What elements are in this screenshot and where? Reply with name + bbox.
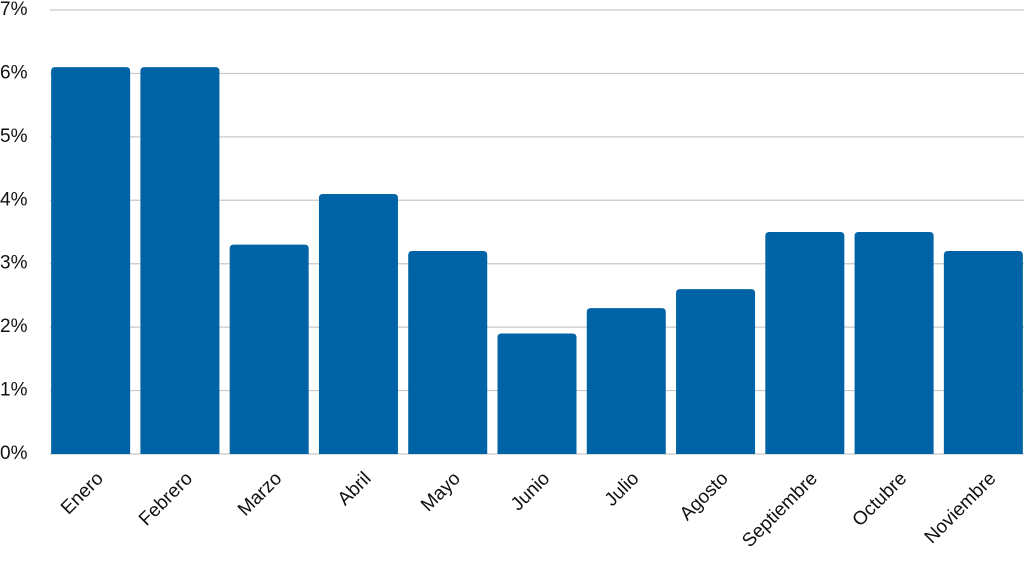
x-tick-label: Enero bbox=[57, 468, 108, 519]
x-tick-label: Octubre bbox=[849, 468, 912, 531]
bar bbox=[497, 333, 577, 454]
bar bbox=[140, 67, 220, 454]
y-tick-label: 6% bbox=[0, 62, 28, 83]
bar bbox=[318, 193, 398, 454]
bar bbox=[586, 308, 666, 454]
y-tick-label: 3% bbox=[0, 253, 28, 274]
x-tick-label: Agosto bbox=[676, 468, 733, 525]
y-tick-label: 0% bbox=[0, 443, 28, 464]
x-tick-label: Noviembre bbox=[921, 468, 1001, 548]
bar bbox=[51, 67, 131, 454]
y-tick-label: 4% bbox=[0, 189, 28, 210]
x-tick-label: Mayo bbox=[417, 468, 465, 516]
bar bbox=[854, 232, 934, 454]
bar bbox=[229, 244, 309, 454]
y-tick-label: 1% bbox=[0, 380, 28, 401]
x-tick-label: Septiembre bbox=[738, 468, 822, 552]
y-tick-label: 7% bbox=[0, 0, 28, 20]
bar bbox=[676, 289, 756, 454]
x-tick-label: Marzo bbox=[234, 468, 286, 520]
x-tick-label: Abril bbox=[334, 468, 376, 510]
y-tick-label: 2% bbox=[0, 316, 28, 337]
bar bbox=[408, 251, 488, 454]
bar bbox=[765, 232, 845, 454]
bar bbox=[943, 251, 1023, 454]
x-tick-label: Junio bbox=[507, 468, 554, 515]
y-tick-label: 5% bbox=[0, 126, 28, 147]
x-tick-label: Julio bbox=[601, 468, 643, 510]
x-tick-label: Febrero bbox=[135, 468, 197, 530]
